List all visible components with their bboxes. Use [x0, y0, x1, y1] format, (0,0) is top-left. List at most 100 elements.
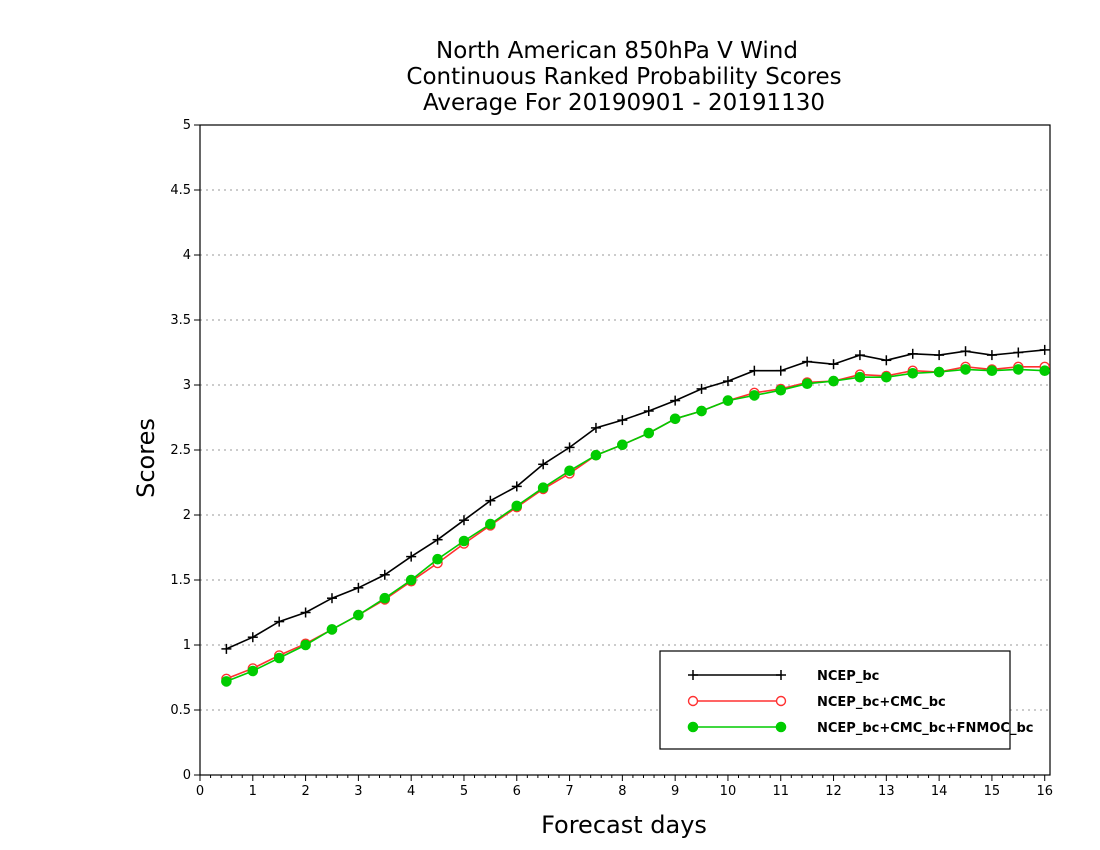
x-tick-label: 12 — [825, 784, 842, 799]
legend-box — [659, 650, 1011, 750]
data-point — [933, 366, 945, 378]
y-tick-label: 5 — [183, 118, 191, 133]
data-point — [1039, 344, 1050, 355]
data-point — [326, 624, 338, 635]
data-point — [300, 607, 311, 618]
y-tick-label: 3 — [183, 378, 191, 393]
data-point — [643, 427, 655, 439]
x-tick-label: 16 — [1036, 784, 1053, 799]
data-point — [617, 415, 628, 426]
x-tick-label: 10 — [720, 784, 737, 799]
legend-marker — [776, 670, 786, 680]
data-point — [801, 378, 813, 390]
legend: NCEP_bc NCEP_bc+CMC_bc NCEP_bc+CMC_bc+FNMO… — [659, 650, 1033, 750]
data-point — [432, 534, 443, 545]
y-tick-label: 1 — [183, 638, 191, 653]
plot-area — [221, 344, 1051, 687]
data-point — [1013, 347, 1024, 358]
data-point — [537, 482, 549, 494]
x-axis-title: Forecast days — [541, 811, 707, 839]
data-point — [564, 465, 575, 477]
legend-label: NCEP_bc — [817, 669, 879, 684]
data-point — [696, 405, 707, 417]
data-point — [696, 383, 707, 394]
data-point — [1013, 364, 1024, 375]
data-point — [960, 346, 971, 357]
x-tick-label: 9 — [671, 784, 679, 799]
data-point — [485, 495, 496, 506]
data-point — [722, 376, 733, 387]
x-tick-label: 2 — [301, 784, 309, 799]
data-point — [775, 384, 787, 396]
legend-marker — [687, 721, 699, 733]
y-tick-label: 2 — [183, 508, 191, 523]
data-point — [564, 442, 575, 453]
series-3 — [221, 364, 1051, 687]
title-line-1: North American 850hPa V Wind — [436, 38, 798, 64]
data-point — [643, 406, 654, 416]
x-tick-label: 8 — [618, 784, 626, 799]
y-tick-label: 3.5 — [170, 313, 191, 328]
data-point — [511, 481, 522, 492]
ticks: 00.511.522.533.544.550 1 2 3 4 5 6 7 8 9 10 11 12 13 1… — [170, 118, 1053, 799]
x-tick-label: 15 — [984, 784, 1001, 799]
x-tick-label: 14 — [931, 784, 948, 799]
data-point — [485, 518, 496, 530]
data-point — [722, 395, 734, 406]
data-point — [986, 365, 998, 377]
data-point — [881, 371, 892, 383]
legend-marker — [688, 670, 698, 680]
data-point — [379, 592, 391, 604]
data-point — [669, 413, 681, 425]
x-tick-label: 3 — [354, 784, 362, 799]
x-tick-label: 11 — [772, 784, 789, 799]
legend-marker — [687, 695, 699, 707]
data-point — [1039, 365, 1051, 377]
x-tick-label: 6 — [513, 784, 521, 799]
data-point — [538, 459, 549, 470]
data-point — [274, 616, 285, 627]
y-axis-title: Scores — [132, 418, 160, 498]
data-point — [511, 500, 523, 512]
data-point — [273, 652, 285, 664]
data-point — [907, 348, 918, 359]
x-tick-label: 1 — [249, 784, 257, 799]
data-point — [749, 365, 760, 376]
data-point — [353, 582, 364, 593]
data-point — [590, 449, 602, 461]
data-point — [590, 422, 601, 433]
data-point — [617, 439, 628, 451]
data-point — [986, 350, 997, 361]
data-point — [247, 632, 258, 643]
data-point — [854, 350, 865, 361]
data-point — [247, 665, 259, 677]
x-tick-label: 4 — [407, 784, 415, 799]
title-line-3: Average For 20190901 - 20191130 — [423, 90, 825, 116]
y-tick-label: 2.5 — [170, 443, 191, 458]
y-tick-label: 4 — [183, 248, 191, 263]
y-tick-label: 0 — [183, 768, 191, 783]
data-point — [670, 395, 681, 406]
data-point — [854, 371, 866, 383]
data-point — [828, 359, 839, 370]
y-tick-label: 4.5 — [170, 183, 191, 198]
series-1 — [221, 344, 1050, 654]
data-point — [775, 365, 786, 376]
data-point — [379, 569, 390, 580]
x-tick-label: 13 — [878, 784, 895, 799]
data-point — [221, 643, 232, 654]
chart-title: North American 850hPa V Wind Continuous … — [406, 38, 841, 116]
legend-label: NCEP_bc+CMC_bc — [817, 695, 946, 710]
data-point — [458, 535, 470, 547]
data-point — [881, 355, 892, 366]
data-point — [432, 553, 443, 565]
series-line — [226, 365, 1045, 680]
data-point — [458, 515, 469, 526]
data-point — [406, 551, 417, 562]
data-point — [934, 350, 945, 361]
x-tick-label: 0 — [196, 784, 204, 799]
title-line-2: Continuous Ranked Probability Scores — [406, 64, 841, 90]
x-tick-label: 5 — [460, 784, 468, 799]
data-point — [221, 676, 232, 687]
